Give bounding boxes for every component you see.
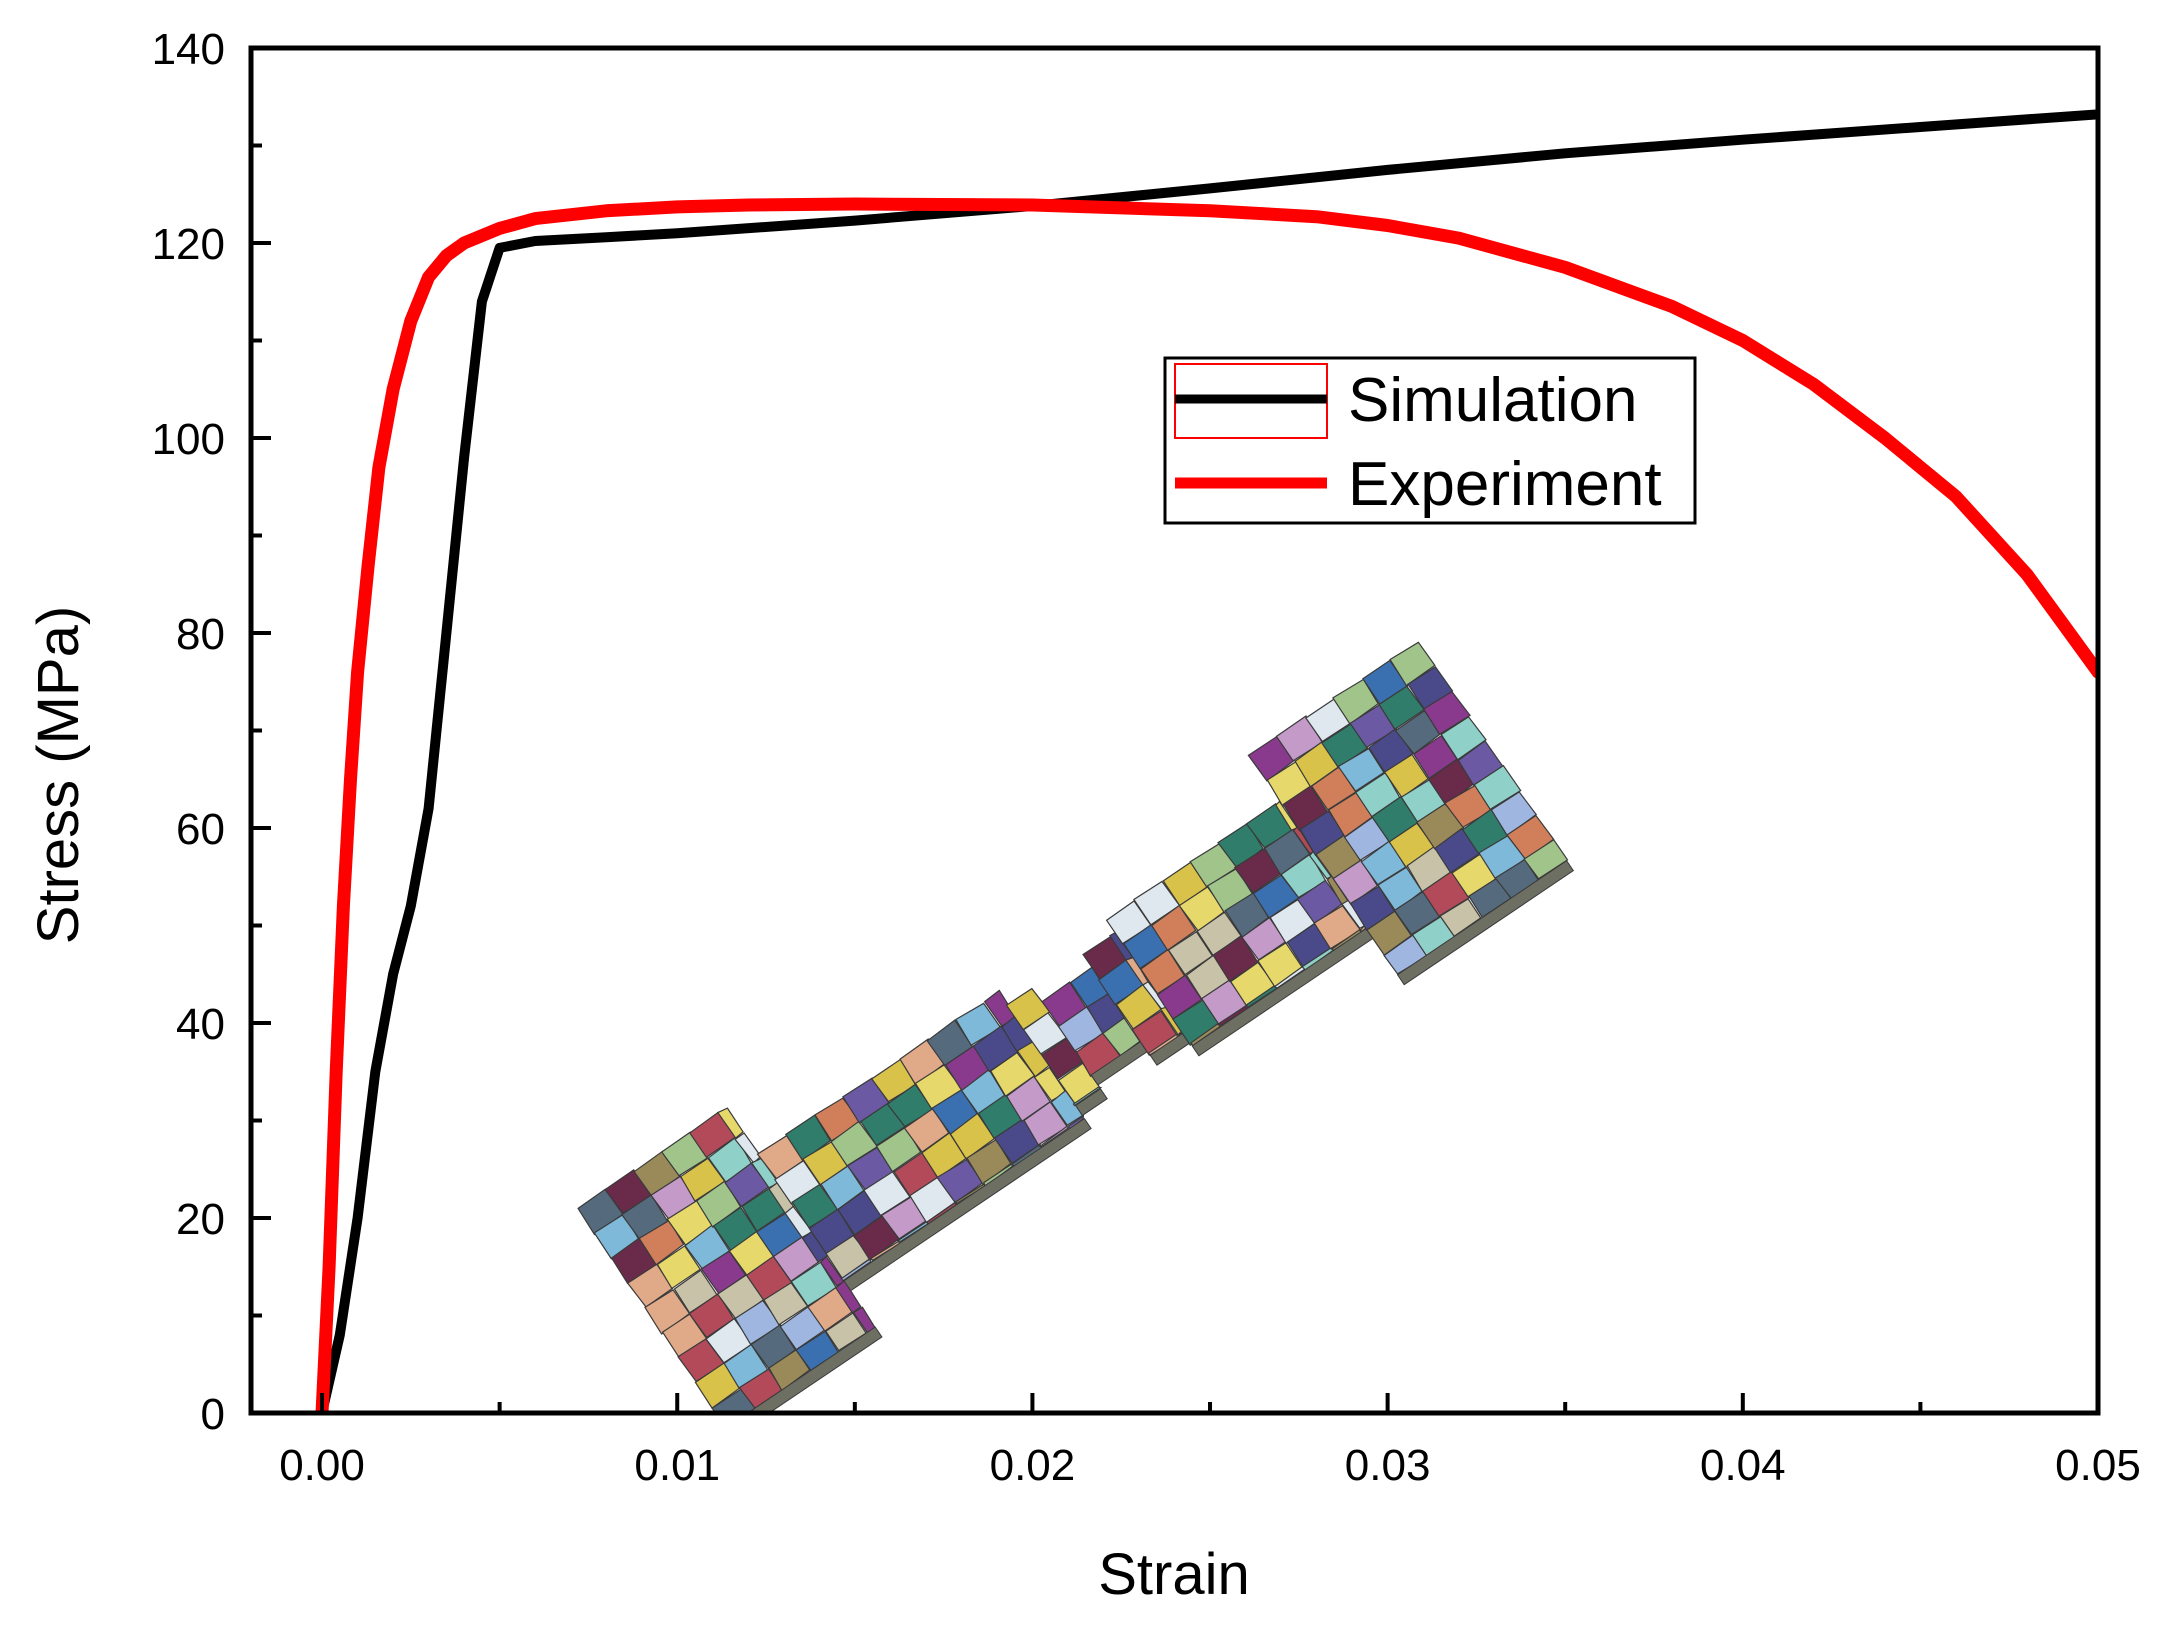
x-axis: 0.00 0.01 0.02 0.03 0.04 0.05	[279, 1393, 2141, 1490]
y-tick-label: 40	[176, 1000, 225, 1049]
specimen-grain	[1439, 898, 1482, 938]
x-tick-label: 0.05	[2055, 1441, 2141, 1490]
specimen-grain	[1368, 727, 1414, 775]
series-line-simulation	[317, 109, 2098, 1413]
specimen-mesh-inset	[577, 641, 1575, 1413]
series-line-experiment	[315, 197, 2098, 1413]
y-tick-label: 20	[176, 1195, 225, 1244]
x-tick-label: 0.01	[634, 1441, 720, 1490]
specimen-side-face	[1396, 859, 1575, 986]
plot-frame	[248, 45, 2101, 1416]
specimen-grain	[784, 1114, 832, 1162]
specimen-grain	[875, 1126, 922, 1173]
x-tick-label: 0.03	[1345, 1441, 1431, 1490]
specimen-grain	[1422, 690, 1471, 736]
series-layer	[315, 109, 2098, 1413]
specimen-side-face	[843, 1117, 1092, 1292]
legend-label-simulation: Simulation	[1348, 366, 1637, 435]
specimen-grain	[638, 1219, 685, 1266]
x-tick-label: 0.04	[1700, 1441, 1786, 1490]
specimen-grain	[1072, 1086, 1103, 1107]
specimen-side-face	[1074, 1088, 1108, 1117]
specimen-grain	[835, 1279, 862, 1314]
specimen-grain	[1473, 764, 1522, 811]
specimen-grain	[840, 1258, 872, 1282]
specimen-grain	[1337, 747, 1385, 793]
specimen-grain	[1389, 641, 1436, 687]
y-tick-label: 140	[152, 25, 225, 74]
x-tick-label: 0.02	[990, 1441, 1076, 1490]
specimen-side-face	[725, 1326, 883, 1413]
y-tick-label: 120	[152, 220, 225, 269]
y-tick-label: 0	[201, 1390, 225, 1439]
specimen-grain	[1416, 802, 1465, 850]
legend: Simulation Experiment	[1163, 356, 1697, 525]
y-tick-label: 60	[176, 805, 225, 854]
specimen-grain	[1383, 753, 1429, 799]
specimen-grain	[716, 1107, 744, 1139]
specimen-grain	[1440, 716, 1487, 761]
specimen-grain	[966, 1138, 1012, 1186]
specimen-grain	[734, 1299, 782, 1346]
specimen-grain	[1038, 1125, 1070, 1148]
specimen-grain	[1490, 791, 1538, 837]
x-tick-label: 0.00	[279, 1441, 365, 1490]
legend-label-experiment: Experiment	[1348, 450, 1662, 519]
specimen-grain	[1320, 722, 1369, 769]
specimen-grain	[1150, 904, 1197, 952]
legend-box	[1163, 356, 1697, 525]
specimen-grain	[768, 1348, 811, 1392]
y-axis-title: Stress (MPa)	[26, 606, 91, 944]
y-tick-label: 100	[152, 415, 225, 464]
y-axis: 0 20 40 60 80 100 120 140	[152, 25, 271, 1439]
specimen-grain	[1407, 665, 1454, 712]
y-tick-label: 80	[176, 610, 225, 659]
x-axis-title: Strain	[1098, 1542, 1250, 1607]
specimen-grain	[1523, 838, 1569, 880]
specimen-grain	[1331, 678, 1379, 725]
specimen-grain	[656, 1245, 702, 1290]
